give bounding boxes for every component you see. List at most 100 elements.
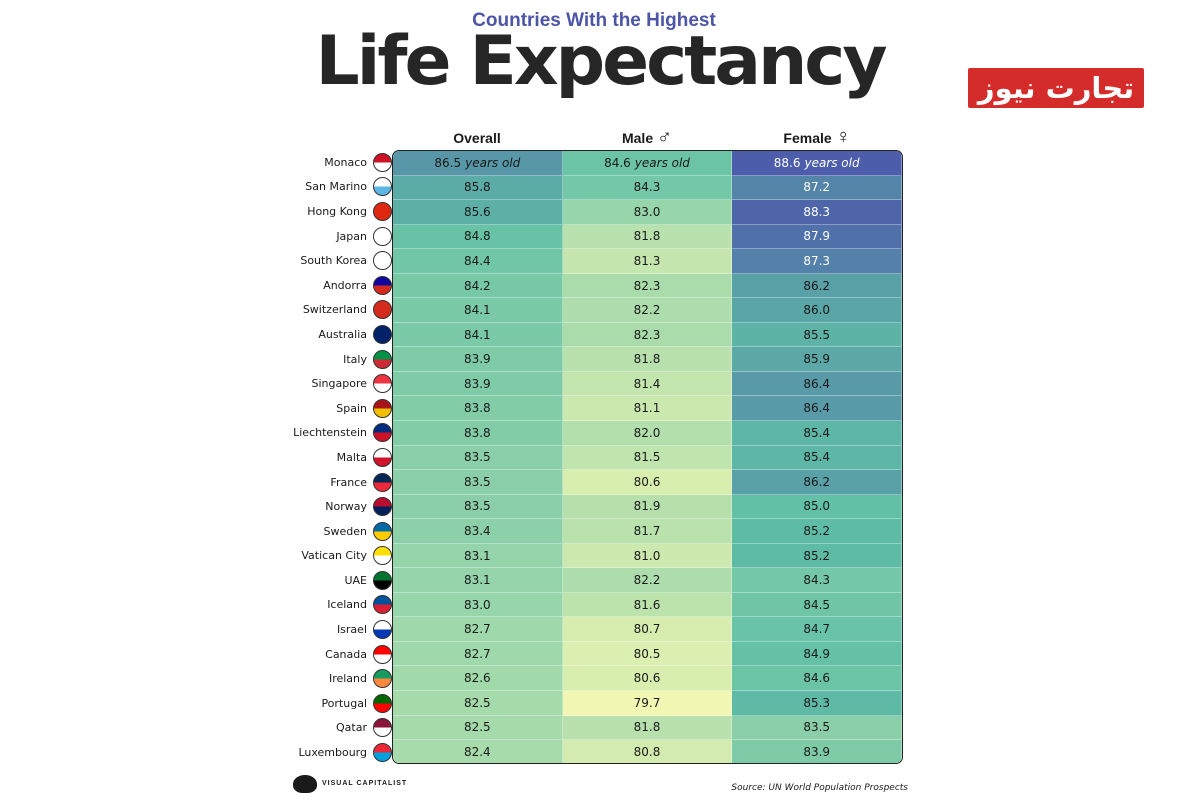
value-label: 81.9 (633, 499, 661, 514)
value-label: 85.4 (803, 425, 831, 440)
value-label: 85.3 (803, 695, 831, 710)
value-cell-female: 84.6 (732, 666, 902, 692)
column-header-female-label: Female (783, 130, 832, 146)
unit-suffix: years old (465, 155, 521, 170)
value-label: 83.4 (463, 523, 491, 538)
value-cell-female: 85.2 (732, 519, 902, 544)
table-row: 86.5 years old 84.6 years old 88.6 years old (393, 151, 902, 176)
value-cell-overall: 83.9 (393, 371, 563, 397)
value-cell-overall: 83.1 (393, 543, 563, 569)
value-label: 87.9 (803, 229, 831, 244)
table-row: 83.0 81.6 84.5 (393, 592, 902, 618)
value-label: 82.7 (463, 646, 491, 661)
value-cell-female: 85.5 (732, 322, 902, 348)
value-cell-male: 83.0 (562, 200, 733, 225)
monaco-flag-icon (373, 152, 392, 172)
table-row: 82.7 80.5 84.9 (393, 641, 902, 667)
value-label: 85.8 (463, 180, 491, 195)
value-label: 84.8 (463, 229, 491, 244)
liechtenstein-flag-icon (373, 423, 392, 443)
value-label: 85.2 (803, 523, 831, 538)
country-name: Luxembourg (298, 746, 367, 760)
value-cell-female: 87.2 (732, 175, 902, 201)
value-label: 81.7 (633, 523, 661, 538)
value-label: 81.3 (633, 253, 661, 268)
value-cell-overall: 83.5 (393, 470, 563, 495)
country-name: Malta (336, 450, 367, 464)
country-row-label: South Korea (270, 248, 392, 273)
country-row-label: Italy (270, 347, 392, 372)
value-cell-male: 81.6 (562, 592, 733, 618)
value-cell-male: 84.3 (562, 175, 733, 201)
country-row-label: Qatar (270, 716, 392, 741)
country-name: Liechtenstein (293, 426, 367, 440)
value-cell-male: 81.8 (562, 347, 733, 372)
publisher-logo[interactable]: تجارت نیوز (968, 68, 1144, 108)
value-label: 83.5 (463, 499, 491, 514)
hong-kong-flag-icon (373, 201, 392, 221)
country-row-label: Iceland (270, 593, 392, 618)
value-cell-female: 88.3 (732, 200, 902, 225)
norway-flag-icon (373, 497, 392, 517)
value-label: 84.1 (463, 303, 491, 318)
ireland-flag-icon (373, 669, 392, 689)
value-cell-female: 86.4 (732, 396, 902, 422)
value-cell-overall: 83.8 (393, 396, 563, 422)
country-name: UAE (344, 573, 367, 587)
country-row-label: France (270, 470, 392, 495)
value-cell-male: 81.5 (562, 445, 733, 471)
country-row-label: Singapore (270, 371, 392, 396)
value-cell-overall: 85.6 (393, 200, 563, 225)
value-cell-female: 85.2 (732, 543, 902, 569)
country-name: Canada (325, 647, 367, 661)
country-row-label: Israel (270, 617, 392, 642)
canada-flag-icon (373, 644, 392, 664)
value-label: 80.7 (633, 622, 661, 637)
value-cell-male: 81.0 (562, 543, 733, 569)
value-cell-female: 83.5 (732, 715, 902, 741)
vatican-city-flag-icon (373, 546, 392, 566)
country-name: Spain (336, 401, 367, 415)
value-label: 85.2 (803, 548, 831, 563)
table-row: 83.1 81.0 85.2 (393, 543, 902, 569)
value-cell-female: 85.9 (732, 347, 902, 372)
country-row-label: Monaco (270, 150, 392, 175)
value-cell-female: 84.5 (732, 592, 902, 618)
qatar-flag-icon (373, 718, 392, 738)
country-row-label: Canada (270, 642, 392, 667)
brand-text: VISUAL CAPITALIST (322, 780, 408, 787)
country-row-label: Portugal (270, 691, 392, 716)
switzerland-flag-icon (373, 300, 392, 320)
value-label: 84.4 (463, 253, 491, 268)
san-marino-flag-icon (373, 177, 392, 197)
country-row-label: Japan (270, 224, 392, 249)
country-name: Italy (343, 352, 367, 366)
value-label: 86.4 (803, 376, 831, 391)
unit-suffix: years old (634, 155, 690, 170)
value-cell-male: 80.5 (562, 641, 733, 667)
chart-subtitle: Countries With the Highest (472, 10, 716, 31)
table-row: 83.5 80.6 86.2 (393, 470, 902, 495)
country-row-label: Australia (270, 322, 392, 347)
value-cell-overall: 82.5 (393, 691, 563, 716)
country-row-label: Hong Kong (270, 199, 392, 224)
value-cell-overall: 82.6 (393, 666, 563, 692)
table-row: 84.1 82.3 85.5 (393, 322, 902, 348)
value-cell-overall: 84.8 (393, 224, 563, 250)
value-label: 81.8 (633, 720, 661, 735)
value-label: 87.2 (803, 180, 831, 195)
table-row: 82.4 80.8 83.9 (393, 740, 902, 763)
value-label: 84.6 (803, 671, 831, 686)
country-row-label: Spain (270, 396, 392, 421)
table-row: 84.4 81.3 87.3 (393, 249, 902, 274)
value-cell-female: 85.4 (732, 421, 902, 446)
value-cell-overall: 86.5 years old (393, 151, 563, 176)
value-label: 83.5 (803, 720, 831, 735)
table-row: 83.1 82.2 84.3 (393, 568, 902, 593)
value-cell-female: 83.9 (732, 740, 902, 763)
malta-flag-icon (373, 447, 392, 467)
value-label: 84.9 (803, 646, 831, 661)
value-label: 82.2 (633, 303, 661, 318)
country-name: France (330, 475, 367, 489)
value-cell-male: 81.8 (562, 715, 733, 741)
